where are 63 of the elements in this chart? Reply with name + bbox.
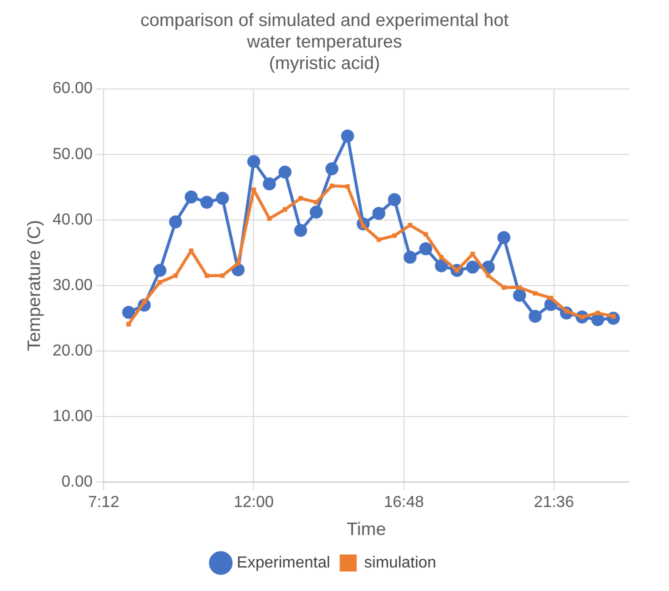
point [404,250,417,264]
point [294,224,308,237]
point [126,322,131,326]
point [341,130,354,143]
point [434,259,448,272]
chart-title: comparison of simulated and experimental hot water temperatures (myristic acid) [140,10,509,73]
point [298,196,303,201]
point [153,264,166,277]
point [200,196,214,209]
point [325,162,338,176]
point [204,273,210,278]
point [142,300,147,304]
point [236,260,240,266]
x-axis-title: Time [346,519,386,540]
point [262,177,276,190]
point [278,166,292,179]
point [158,280,162,284]
point [169,215,182,228]
point [310,206,323,219]
y-tick-label: 60.00 [52,80,93,98]
y-tick-label: 50.00 [52,146,93,163]
point [595,310,600,316]
y-tick-label: 10.00 [52,408,93,426]
point [184,190,198,204]
point [330,184,334,188]
point [220,273,225,278]
point [388,193,401,206]
point [282,207,288,212]
point [267,216,272,221]
point [345,184,350,189]
legend-label: Experimental [236,554,330,572]
x-tick-label: 21:36 [534,494,574,512]
point [439,255,444,260]
point [502,285,506,290]
point [466,260,480,274]
point [528,310,542,323]
legend-label: simulation [364,554,436,572]
point [419,242,432,256]
point [513,288,526,302]
y-tick-label: 0.00 [62,474,93,491]
point [392,233,397,238]
point [314,200,319,204]
y-axis-title: Temperature (C) [24,220,44,352]
point [216,192,229,205]
x-tick-label: 16:48 [384,494,424,512]
point [548,296,554,300]
point [122,306,136,319]
point [372,206,386,220]
point [517,285,522,290]
point [173,273,178,278]
point [408,222,412,228]
x-tick-label: 7:12 [88,494,120,512]
x-tick-label: 12:00 [234,494,274,512]
point [251,188,256,192]
y-tick-label: 20.00 [52,342,93,360]
point [497,231,510,244]
point [532,291,538,296]
point [423,232,428,237]
point [376,237,382,242]
y-tick-label: 40.00 [52,211,93,228]
point [486,273,491,278]
point [247,155,260,168]
y-tick-label: 30.00 [52,276,93,294]
